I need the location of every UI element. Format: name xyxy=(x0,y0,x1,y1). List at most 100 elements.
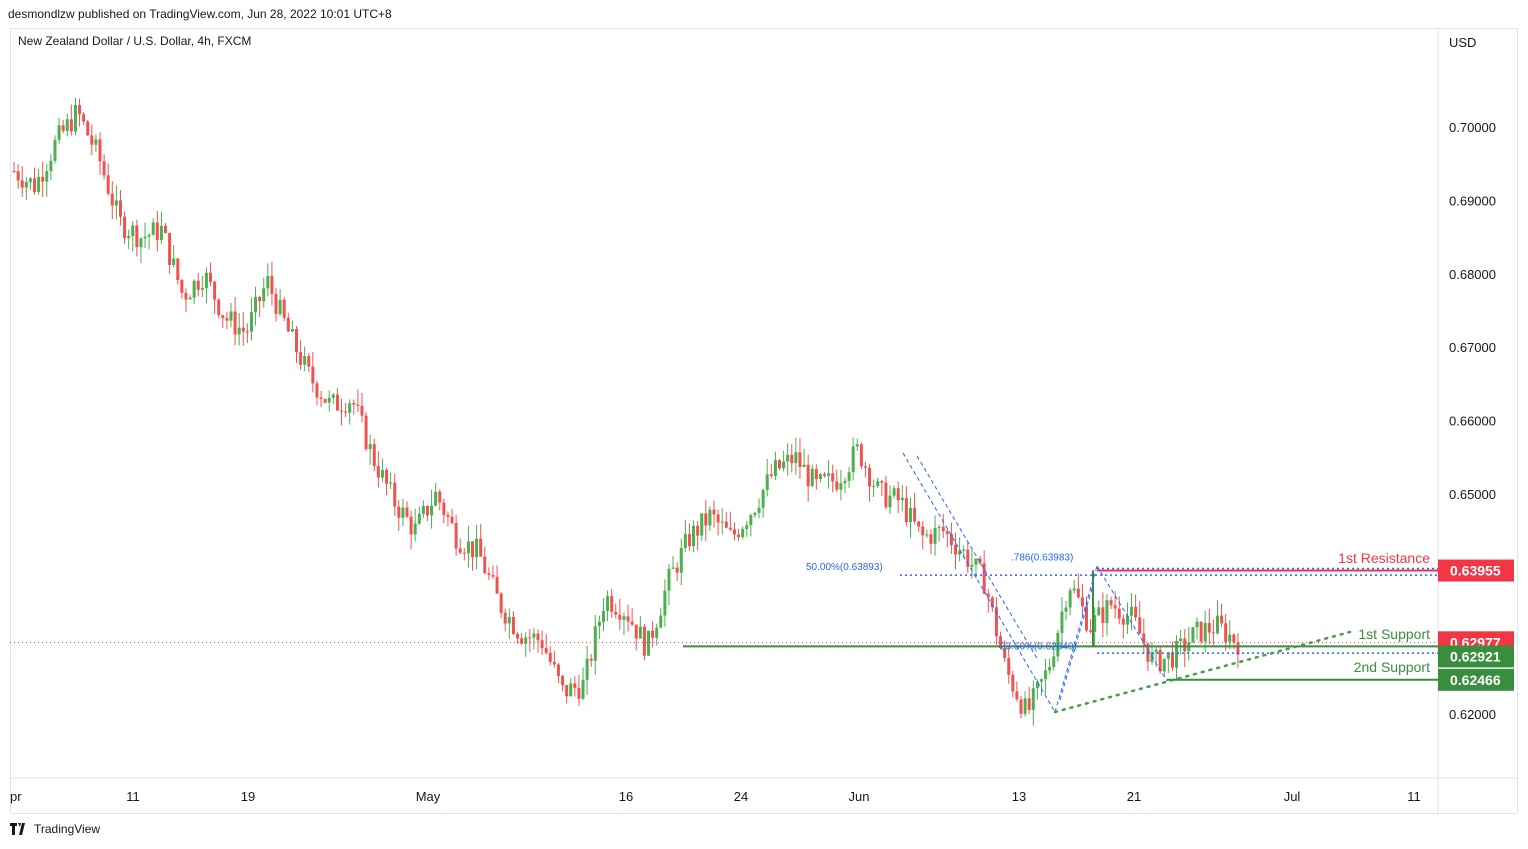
candle-body xyxy=(1031,688,1035,710)
candle-body xyxy=(552,661,556,665)
candle-body xyxy=(1117,608,1121,619)
candle-body xyxy=(651,630,655,638)
candle-body xyxy=(1142,633,1146,644)
fib-swing-line xyxy=(1096,565,1168,682)
price-axis-currency[interactable]: USD xyxy=(1449,35,1477,50)
candle-body xyxy=(1121,618,1125,625)
candle-body xyxy=(1175,641,1179,668)
candle-body xyxy=(270,276,274,294)
candle-body xyxy=(1113,605,1117,609)
candle-body xyxy=(143,236,147,239)
candle-body xyxy=(1019,699,1023,714)
candle-body xyxy=(585,658,589,680)
y-tick-label: 0.70000 xyxy=(1449,120,1496,135)
candle-body xyxy=(274,293,278,314)
candle-body xyxy=(49,160,53,172)
candle-body xyxy=(757,507,761,513)
candle-body xyxy=(118,200,122,217)
candle-body xyxy=(90,135,94,145)
candle-body xyxy=(499,593,503,613)
support2-price-badge xyxy=(1438,668,1514,691)
candle-body xyxy=(45,171,49,182)
y-tick-label: 0.69000 xyxy=(1449,193,1496,208)
candle-body xyxy=(544,648,548,653)
candle-body xyxy=(634,624,638,639)
candle-body xyxy=(491,574,495,577)
candle-body xyxy=(786,454,790,462)
candle-body xyxy=(982,563,986,594)
candle-body xyxy=(303,355,307,365)
candle-body xyxy=(843,480,847,484)
candle-body xyxy=(82,114,86,122)
candle-body xyxy=(57,125,61,140)
candle-body xyxy=(454,523,458,549)
candle-body xyxy=(704,513,708,526)
candle-body xyxy=(908,507,912,523)
candle-body xyxy=(1003,648,1007,659)
candle-body xyxy=(466,541,470,554)
candle-body xyxy=(679,548,683,573)
candle-body xyxy=(863,466,867,468)
candle-body xyxy=(380,469,384,478)
candle-body xyxy=(28,178,32,182)
candle-body xyxy=(335,394,339,411)
candle-body xyxy=(1220,615,1224,624)
candle-body xyxy=(556,664,560,676)
candle-body xyxy=(311,366,315,384)
x-tick-label: 11 xyxy=(1407,789,1421,804)
candle-body xyxy=(114,200,118,206)
symbol-title[interactable]: New Zealand Dollar / U.S. Dollar, 4h, FX… xyxy=(18,34,252,48)
candle-body xyxy=(123,216,127,239)
candle-body xyxy=(155,222,159,241)
candle-body xyxy=(970,564,974,567)
candle-body xyxy=(102,161,106,176)
candle-body xyxy=(749,515,753,526)
candle-body xyxy=(1134,606,1138,618)
candle-body xyxy=(716,514,720,523)
footer-brand[interactable]: TradingView xyxy=(10,822,100,836)
candle-body xyxy=(999,636,1003,649)
support2-annotation: 2nd Support xyxy=(1354,659,1430,675)
candle-body xyxy=(1035,681,1039,689)
candle-body xyxy=(315,383,319,398)
candle-body xyxy=(299,352,303,365)
fib-786-label: .786(0.63983) xyxy=(1011,552,1073,563)
candle-body xyxy=(1044,670,1048,680)
resistance-annotation: 1st Resistance xyxy=(1338,550,1430,566)
candle-body xyxy=(69,119,73,132)
candle-body xyxy=(434,491,438,506)
candle-body xyxy=(172,258,176,265)
candle-body xyxy=(1191,627,1195,643)
candle-body xyxy=(618,614,622,620)
candle-body xyxy=(790,454,794,464)
candle-body xyxy=(168,232,172,265)
fib-swing-line xyxy=(902,452,1056,713)
candle-body xyxy=(778,460,781,469)
candle-body xyxy=(438,491,442,503)
candle-body xyxy=(528,637,532,639)
candle-body xyxy=(204,272,208,289)
candle-body xyxy=(450,516,454,524)
resistance-price-badge xyxy=(1438,559,1514,582)
overlays-layer: 50.00%(0.63893) .786(0.63983) 23.60%(0.628… xyxy=(10,452,1514,714)
candle-body xyxy=(954,545,958,555)
candle-body xyxy=(647,630,651,656)
x-tick-label: 19 xyxy=(241,789,255,804)
candle-body xyxy=(737,534,741,538)
candle-body xyxy=(655,627,659,638)
candle-body xyxy=(430,505,434,516)
candle-body xyxy=(708,509,712,526)
candle-body xyxy=(282,299,286,318)
candle-body xyxy=(806,464,810,487)
candle-body xyxy=(941,526,945,532)
candle-body xyxy=(86,121,90,136)
candle-body xyxy=(561,675,565,686)
candle-body xyxy=(1183,638,1187,652)
candle-body xyxy=(376,466,380,478)
candle-body xyxy=(180,280,184,293)
candle-body xyxy=(516,634,520,639)
candle-body xyxy=(1228,634,1232,642)
candle-body xyxy=(1048,667,1052,671)
candle-body xyxy=(1101,607,1105,623)
